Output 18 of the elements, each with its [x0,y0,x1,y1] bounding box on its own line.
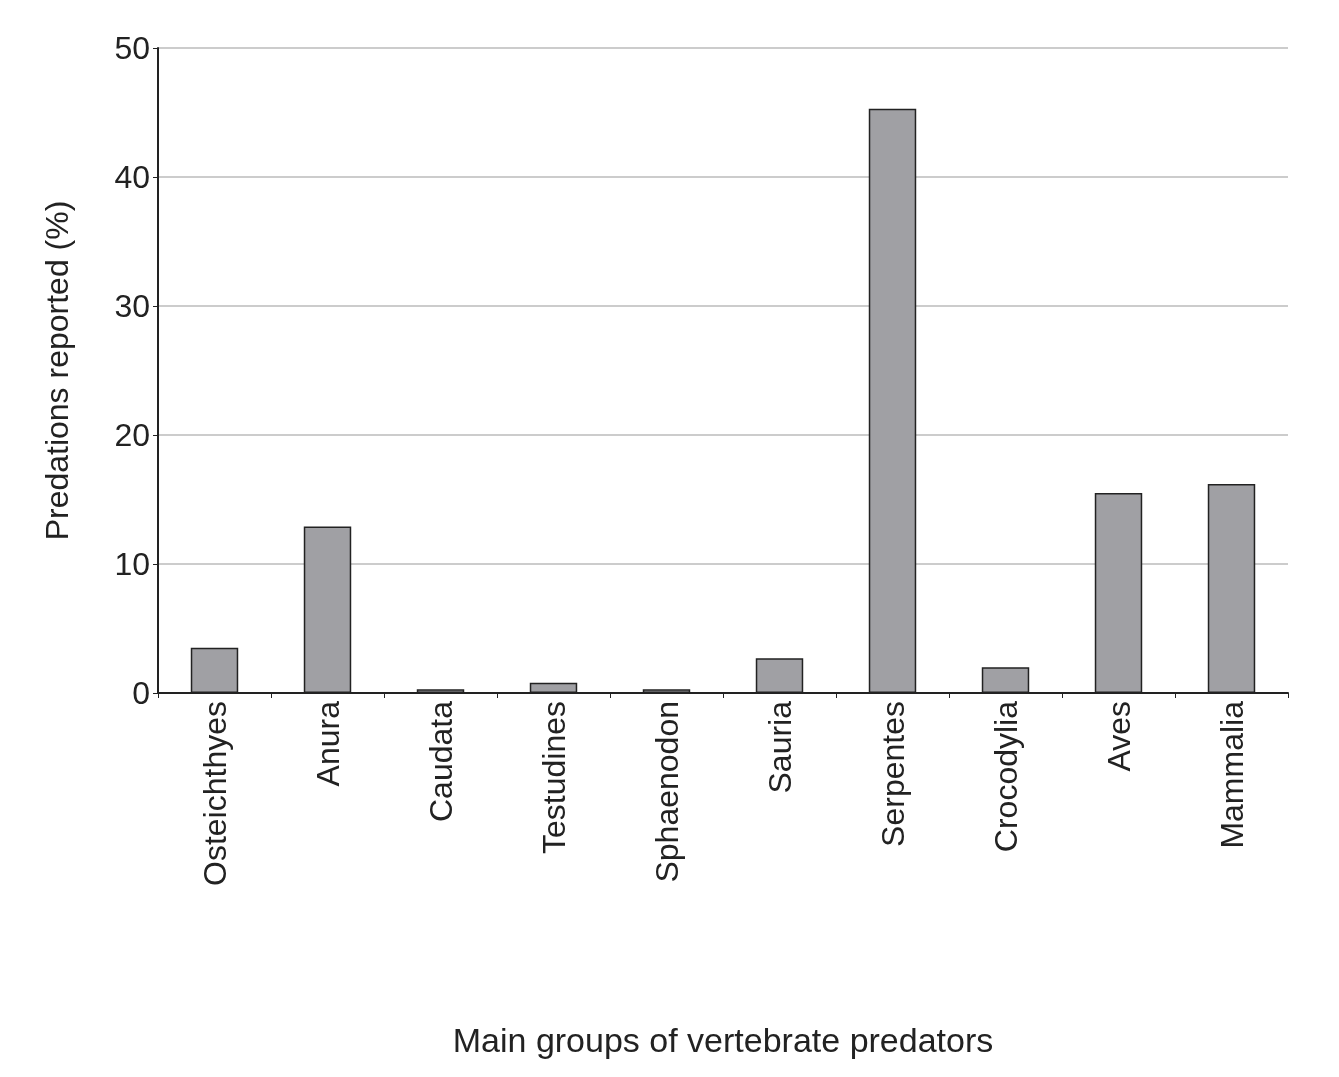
y-tick-label: 40 [114,159,150,195]
y-tick-label: 10 [114,546,150,582]
x-tick-label: Mammalia [1213,700,1250,849]
x-tick-label: Caudata [422,700,459,822]
x-tick-label: Serpentes [874,701,911,847]
x-tick-label: Sphaenodon [648,701,685,883]
x-tick-label: Crocodylia [987,700,1024,853]
y-axis-title: Predations reported (%) [39,200,75,541]
x-tick-label: Sauria [761,700,798,794]
x-tick-label: Anura [309,700,346,787]
x-axis-title: Main groups of vertebrate predators [452,1021,994,1059]
x-tick-label: Testudines [535,701,572,854]
x-tick-label: Osteichthyes [196,701,233,886]
y-tick-label: 30 [114,288,150,324]
x-tick-label: Aves [1100,701,1137,772]
y-tick-label: 0 [132,675,150,711]
y-tick-label: 50 [114,30,150,66]
y-tick-label: 20 [114,417,150,453]
